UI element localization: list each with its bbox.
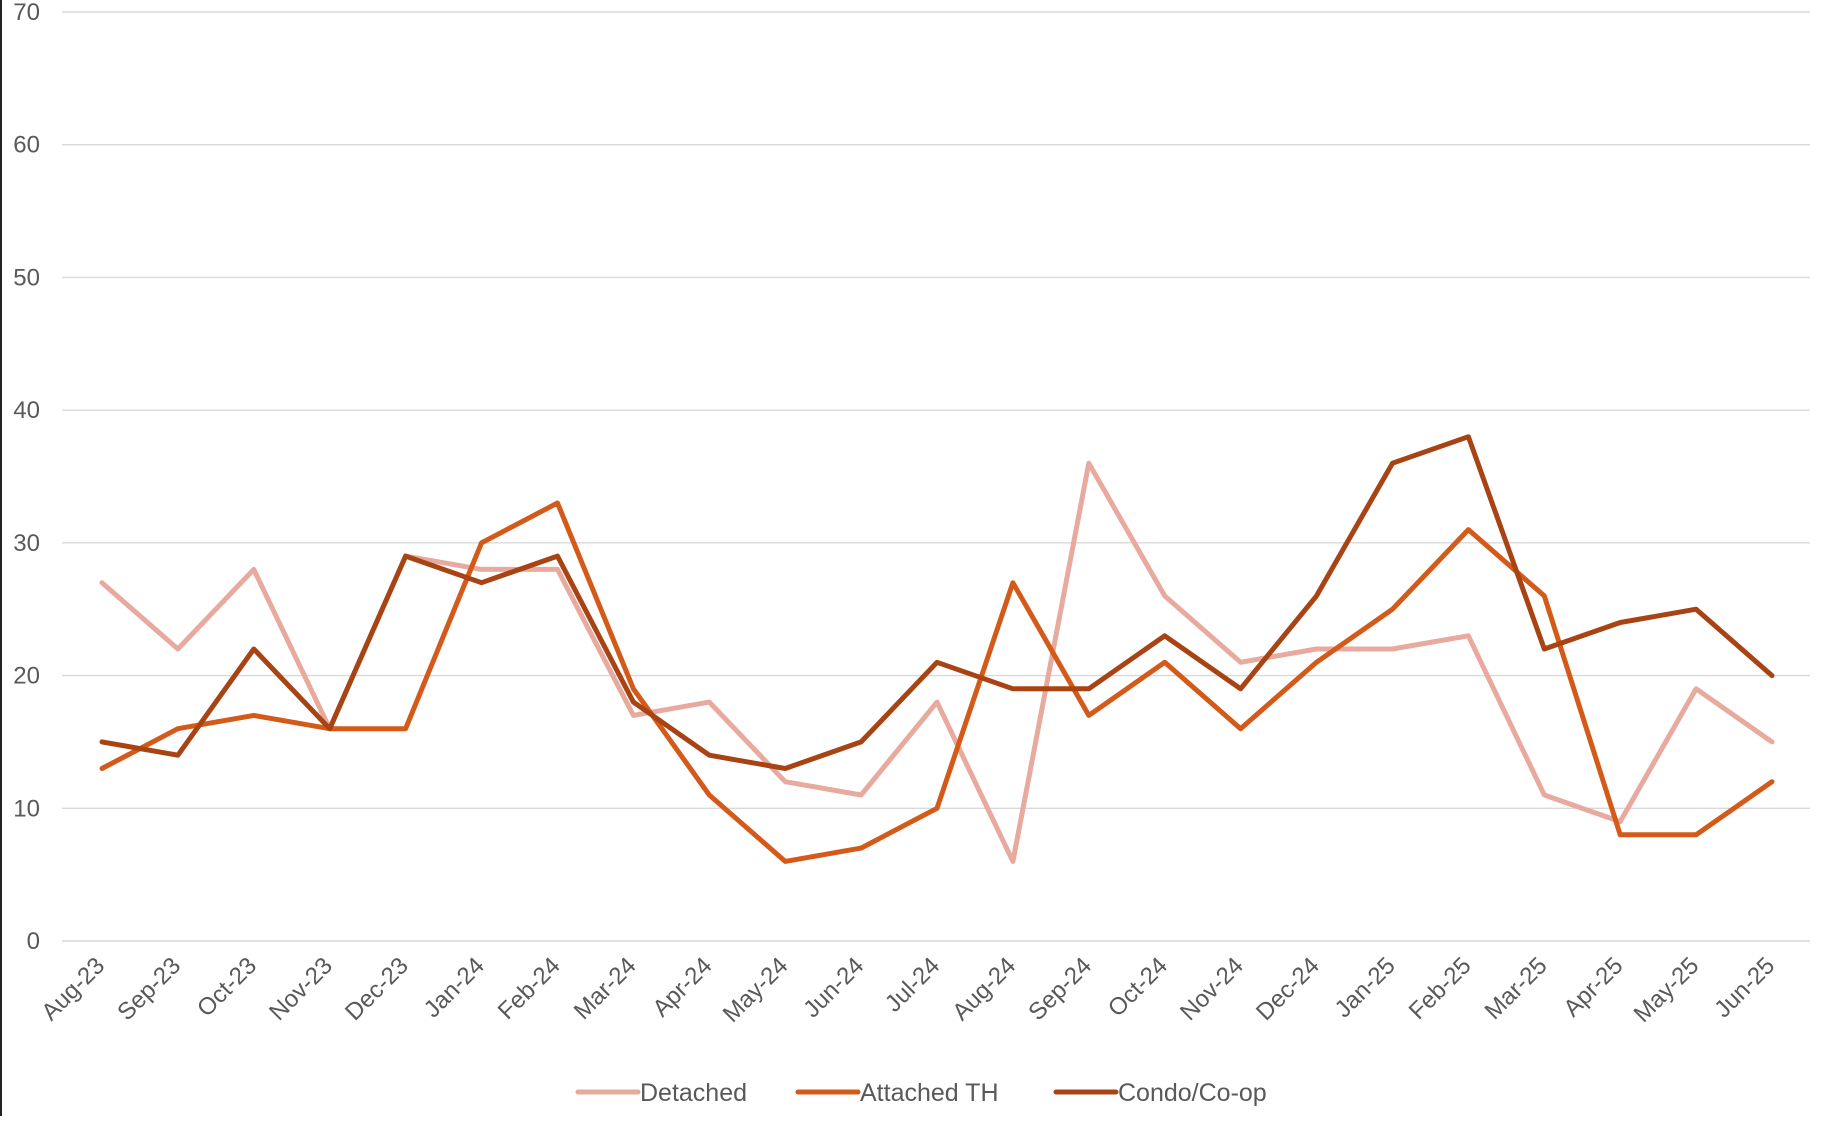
x-tick-label: Dec-24 bbox=[1251, 952, 1325, 1026]
series-line-attached-th bbox=[99, 500, 1775, 864]
x-axis-ticks: Aug-23 Sep-23 Oct-23 Nov-23 Dec-23 Jan-24 Feb-… bbox=[36, 952, 1780, 1028]
y-tick-label: 30 bbox=[13, 530, 40, 557]
x-tick-label: Dec-23 bbox=[340, 952, 414, 1026]
x-tick-label: Sep-24 bbox=[1023, 952, 1097, 1026]
y-tick-label: 70 bbox=[13, 0, 40, 26]
x-tick-label: Feb-25 bbox=[1404, 952, 1477, 1025]
x-tick-label: May-25 bbox=[1629, 952, 1705, 1028]
legend-label: Condo/Co-op bbox=[1118, 1079, 1267, 1107]
x-tick-label: Jul-24 bbox=[880, 952, 945, 1017]
y-tick-label: 40 bbox=[13, 397, 40, 424]
legend-label: Attached TH bbox=[860, 1079, 999, 1107]
x-tick-label: Mar-25 bbox=[1480, 952, 1553, 1025]
x-tick-label: Aug-23 bbox=[36, 952, 110, 1026]
x-tick-label: Aug-24 bbox=[947, 952, 1021, 1026]
y-tick-label: 0 bbox=[27, 928, 40, 955]
left-border bbox=[0, 0, 2, 1116]
x-tick-label: Oct-23 bbox=[192, 952, 262, 1022]
y-tick-label: 10 bbox=[13, 795, 40, 822]
legend-label: Detached bbox=[640, 1079, 747, 1107]
series-lines bbox=[99, 434, 1775, 864]
x-tick-label: May-24 bbox=[718, 952, 794, 1028]
x-tick-label: Mar-24 bbox=[569, 952, 642, 1025]
y-axis-ticks: 0 10 20 30 40 50 60 70 bbox=[13, 0, 40, 955]
x-tick-label: Apr-24 bbox=[647, 952, 717, 1022]
x-tick-label: Nov-23 bbox=[264, 952, 338, 1026]
x-tick-label: Jun-24 bbox=[798, 952, 869, 1023]
y-tick-label: 20 bbox=[13, 663, 40, 690]
x-tick-label: Jan-25 bbox=[1330, 952, 1401, 1023]
x-tick-label: Jan-24 bbox=[419, 952, 490, 1023]
x-tick-label: Nov-24 bbox=[1175, 952, 1249, 1026]
x-tick-label: Oct-24 bbox=[1103, 952, 1173, 1022]
x-tick-label: Feb-24 bbox=[493, 952, 566, 1025]
x-tick-label: Sep-23 bbox=[112, 952, 186, 1026]
y-tick-label: 60 bbox=[13, 132, 40, 159]
gridlines bbox=[62, 11, 1810, 942]
x-tick-label: Jun-25 bbox=[1709, 952, 1780, 1023]
x-tick-label: Apr-25 bbox=[1558, 952, 1628, 1022]
y-tick-label: 50 bbox=[13, 264, 40, 291]
series-line-condo-co-op bbox=[99, 434, 1775, 771]
legend: Detached Attached TH Condo/Co-op bbox=[575, 1079, 1267, 1107]
